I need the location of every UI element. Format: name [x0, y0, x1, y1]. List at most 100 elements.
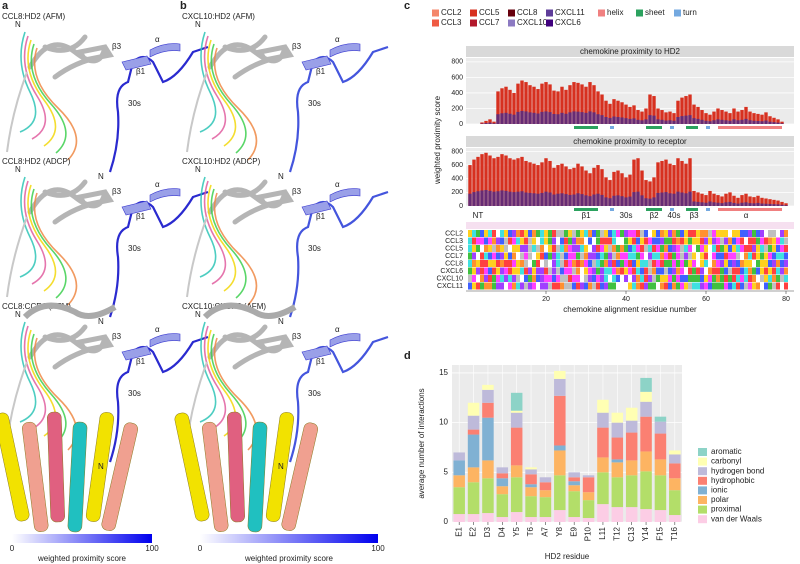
structure-label: β1	[136, 67, 146, 76]
receptor-helix	[281, 422, 318, 531]
alignment-cell	[784, 230, 788, 237]
bar-base	[480, 190, 484, 206]
alignment-cell	[688, 237, 692, 245]
bar-segment	[496, 473, 509, 479]
bar-segment	[568, 481, 580, 486]
bar-base	[768, 203, 772, 206]
structure-segment	[670, 208, 674, 211]
alignment-cell	[568, 275, 572, 282]
alignment-cell	[492, 230, 496, 237]
bar-base	[624, 197, 628, 206]
alignment-cell	[768, 252, 772, 260]
alignment-cell	[516, 275, 520, 282]
ribbon	[27, 34, 115, 80]
alignment-cell	[472, 267, 476, 275]
bar	[692, 190, 696, 206]
alignment-cell	[632, 245, 636, 252]
alignment-cell	[692, 245, 696, 252]
alignment-cell	[576, 260, 580, 267]
receptor-helix	[174, 412, 210, 522]
alignment-cell	[676, 267, 680, 275]
bar	[544, 158, 548, 206]
alignment-cell	[608, 245, 612, 252]
bar-base	[488, 190, 492, 206]
bar-segment	[625, 507, 638, 522]
bar	[752, 197, 756, 206]
alignment-cell	[572, 237, 576, 245]
bar	[564, 89, 568, 124]
alignment-cell	[740, 275, 744, 282]
alignment-cell	[780, 260, 784, 267]
bar	[704, 113, 708, 124]
alignment-cell	[640, 267, 644, 275]
bar-base	[756, 202, 760, 206]
bar	[592, 85, 596, 124]
legend-swatch	[432, 9, 439, 17]
bar-base	[760, 121, 764, 124]
bar	[536, 165, 540, 206]
alignment-cell	[472, 260, 476, 267]
structure-segment	[670, 126, 674, 129]
bar-segment	[582, 492, 595, 501]
alignment-row-label: CCL5	[445, 245, 463, 252]
legend-swatch	[636, 9, 643, 17]
alignment-cell	[664, 230, 668, 237]
alignment-cell	[564, 252, 568, 260]
legend-label: CCL2	[441, 8, 462, 17]
bar-base	[612, 116, 616, 124]
bar-base	[608, 117, 612, 124]
bar	[616, 170, 620, 206]
alignment-cell	[600, 245, 604, 252]
bar	[644, 180, 648, 206]
structure	[174, 302, 389, 533]
alignment-cell	[516, 267, 520, 275]
alignment-cell	[696, 230, 700, 237]
bar-segment	[525, 496, 537, 518]
alignment-cell	[608, 237, 612, 245]
structure-label: N	[98, 172, 104, 181]
legend-label: CXCL10	[517, 18, 548, 27]
alignment-cell	[748, 267, 752, 275]
structure-label: N	[98, 317, 104, 326]
bar-segment	[510, 392, 523, 411]
alignment-cell	[648, 245, 652, 252]
bar-base	[784, 205, 788, 206]
alignment-cell	[612, 245, 616, 252]
structure-label: N	[278, 172, 284, 181]
legend-label: hydrogen bond	[711, 466, 764, 475]
bar-segment	[482, 478, 494, 514]
alignment-cell	[628, 230, 632, 237]
bar-base	[620, 117, 624, 124]
bar-base	[472, 192, 476, 206]
alignment-cell	[760, 252, 764, 260]
alignment-cell	[732, 237, 736, 245]
structure-label: N	[195, 165, 201, 174]
alignment-cell	[756, 245, 760, 252]
alignment-cell	[560, 245, 564, 252]
bar	[484, 120, 488, 124]
alignment-cell	[512, 252, 516, 260]
ribbon-tail	[6, 216, 28, 298]
alignment-cell	[764, 237, 768, 245]
structure-label: 30s	[128, 389, 141, 398]
alignment-cell	[728, 260, 732, 267]
structure-segment	[646, 208, 662, 211]
bar-base	[708, 121, 712, 124]
alignment-cell	[652, 252, 656, 260]
alignment-cell	[664, 275, 668, 282]
bar-segment	[467, 467, 480, 483]
bar	[696, 106, 700, 124]
bar	[656, 162, 660, 206]
bar-base	[588, 196, 592, 206]
legend-label: CCL5	[479, 8, 500, 17]
alignment-cell	[500, 267, 504, 275]
legend-swatch	[432, 19, 439, 27]
bar-base	[716, 119, 720, 124]
alignment-cell	[632, 267, 636, 275]
bar-segment	[525, 474, 537, 485]
alignment-cell	[596, 282, 600, 290]
partner-chain	[210, 43, 247, 154]
bar-segment	[597, 504, 609, 522]
alignment-cell	[544, 230, 548, 237]
bar	[508, 158, 512, 206]
